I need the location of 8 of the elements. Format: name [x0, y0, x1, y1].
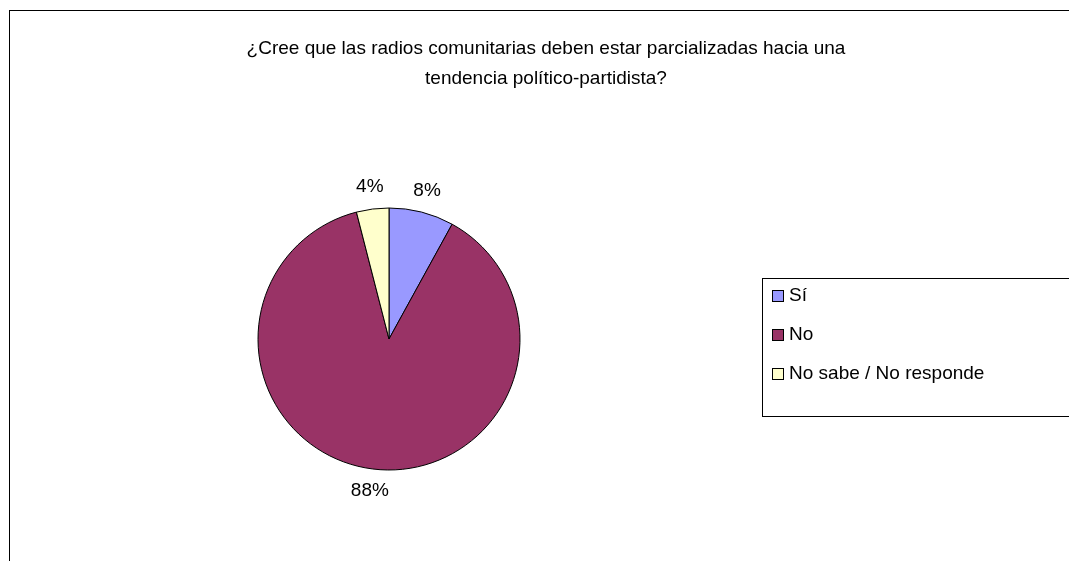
pie-slice: [257, 211, 521, 471]
chart-title: ¿Cree que las radios comunitarias deben estar parcializadas hacia una tendencia político-partidista?: [246, 37, 846, 88]
data-label: 4%: [356, 175, 384, 197]
data-label: 8%: [413, 178, 441, 200]
legend-label: No sabe / No responde: [789, 362, 985, 384]
legend-label: No: [789, 323, 814, 345]
legend-label: Sí: [789, 284, 808, 306]
data-label: 88%: [350, 478, 389, 500]
